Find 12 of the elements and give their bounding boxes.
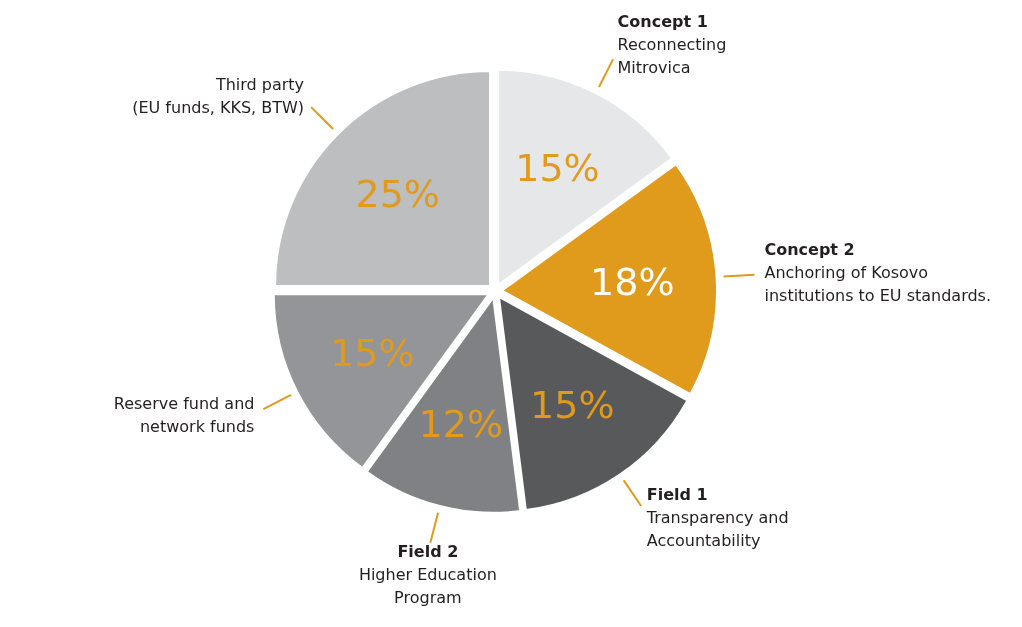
slice-label: Field 1 Transparency and Accountability — [645, 484, 789, 550]
data-label: 18% — [590, 260, 675, 305]
slice-label: Reserve fund and network funds — [113, 393, 255, 436]
data-label: 15% — [530, 382, 615, 427]
data-label: 25% — [355, 171, 440, 216]
slice-label: Concept 1 Reconnecting Mitrovica — [617, 12, 727, 78]
slice-label: Third party (EU funds, KKS, BTW) — [132, 74, 305, 117]
data-label: 15% — [330, 331, 415, 376]
slice-label: Concept 2 Anchoring of Kosovo institutions to EU standards. — [764, 240, 992, 306]
slice-label: Field 2 Higher Education Program — [358, 542, 497, 608]
data-label: 15% — [515, 146, 600, 191]
data-label: 12% — [418, 402, 504, 447]
